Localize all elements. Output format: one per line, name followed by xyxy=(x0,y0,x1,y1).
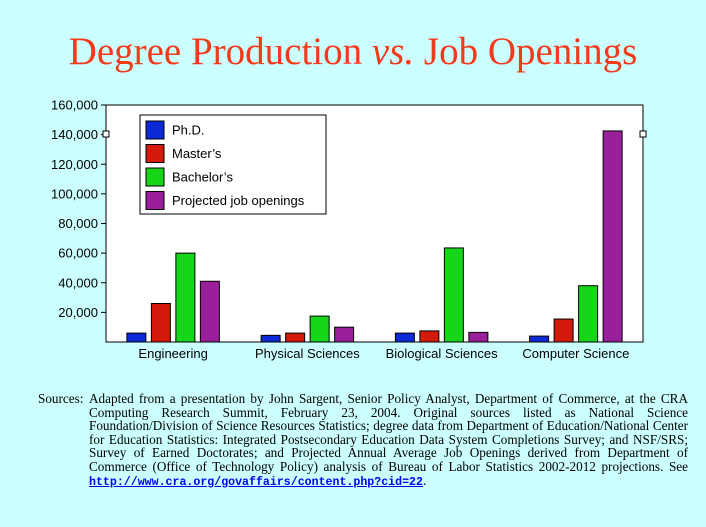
legend-label: Ph.D. xyxy=(172,123,205,138)
bar xyxy=(260,334,281,343)
legend-swatch xyxy=(145,191,165,210)
bar xyxy=(175,252,196,343)
legend-label: Bachelor’s xyxy=(172,170,233,185)
sources-text: Adapted from a presentation by John Sarg… xyxy=(89,391,688,474)
selection-handle-right[interactable] xyxy=(639,130,647,138)
legend: Ph.D. Master’s Bachelor’s Projected job ope… xyxy=(139,114,327,215)
sources-body: Adapted from a presentation by John Sarg… xyxy=(89,392,688,489)
y-tick-label: 20,000 xyxy=(58,305,98,320)
bar xyxy=(394,332,415,343)
bar xyxy=(529,335,550,343)
sources-label: Sources: xyxy=(38,391,84,406)
y-tick-label: 140,000 xyxy=(51,127,98,142)
title-part-vs: vs. xyxy=(371,30,415,73)
bar-chart: 20,000 40,000 60,000 80,000 100,000 120,000 14… xyxy=(51,98,647,361)
bar xyxy=(126,332,147,343)
bar xyxy=(553,318,574,343)
x-axis: Engineering Physical Sciences Biological S… xyxy=(138,346,629,361)
x-category-label: Computer Science xyxy=(522,346,629,361)
bar xyxy=(443,247,464,343)
bar xyxy=(419,330,440,343)
selection-handle-left[interactable] xyxy=(102,130,110,138)
title-part-3: Job Openings xyxy=(414,30,638,73)
bar xyxy=(602,130,623,343)
bar xyxy=(150,302,171,343)
y-tick-label: 100,000 xyxy=(51,186,98,201)
y-tick-label: 120,000 xyxy=(51,157,98,172)
sources-end: . xyxy=(422,472,427,488)
bar xyxy=(334,326,355,343)
x-category-label: Biological Sciences xyxy=(386,346,499,361)
slide-title: Degree Production vs. Job Openings xyxy=(0,30,706,74)
bar xyxy=(578,285,599,343)
bar xyxy=(199,280,220,343)
legend-swatch xyxy=(145,144,165,163)
bars xyxy=(126,130,623,343)
x-category-label: Physical Sciences xyxy=(255,346,360,361)
y-tick-label: 40,000 xyxy=(58,275,98,290)
sources-note: Sources: Adapted from a presentation by … xyxy=(38,392,688,489)
bar xyxy=(468,331,489,343)
legend-swatch xyxy=(145,167,165,187)
y-axis: 20,000 40,000 60,000 80,000 100,000 120,000 14… xyxy=(51,98,106,320)
sources-link[interactable]: http://www.cra.org/govaffairs/content.ph… xyxy=(89,475,423,489)
title-part-1: Degree Production xyxy=(68,30,372,73)
y-tick-label: 160,000 xyxy=(51,98,98,113)
x-category-label: Engineering xyxy=(138,346,207,361)
y-tick-label: 60,000 xyxy=(58,246,98,261)
bar xyxy=(309,315,330,343)
bar xyxy=(285,332,306,343)
legend-swatch xyxy=(145,120,165,140)
y-tick-label: 80,000 xyxy=(58,216,98,231)
legend-box xyxy=(139,114,327,215)
legend-label: Master’s xyxy=(172,146,222,161)
legend-label: Projected job openings xyxy=(172,193,305,208)
